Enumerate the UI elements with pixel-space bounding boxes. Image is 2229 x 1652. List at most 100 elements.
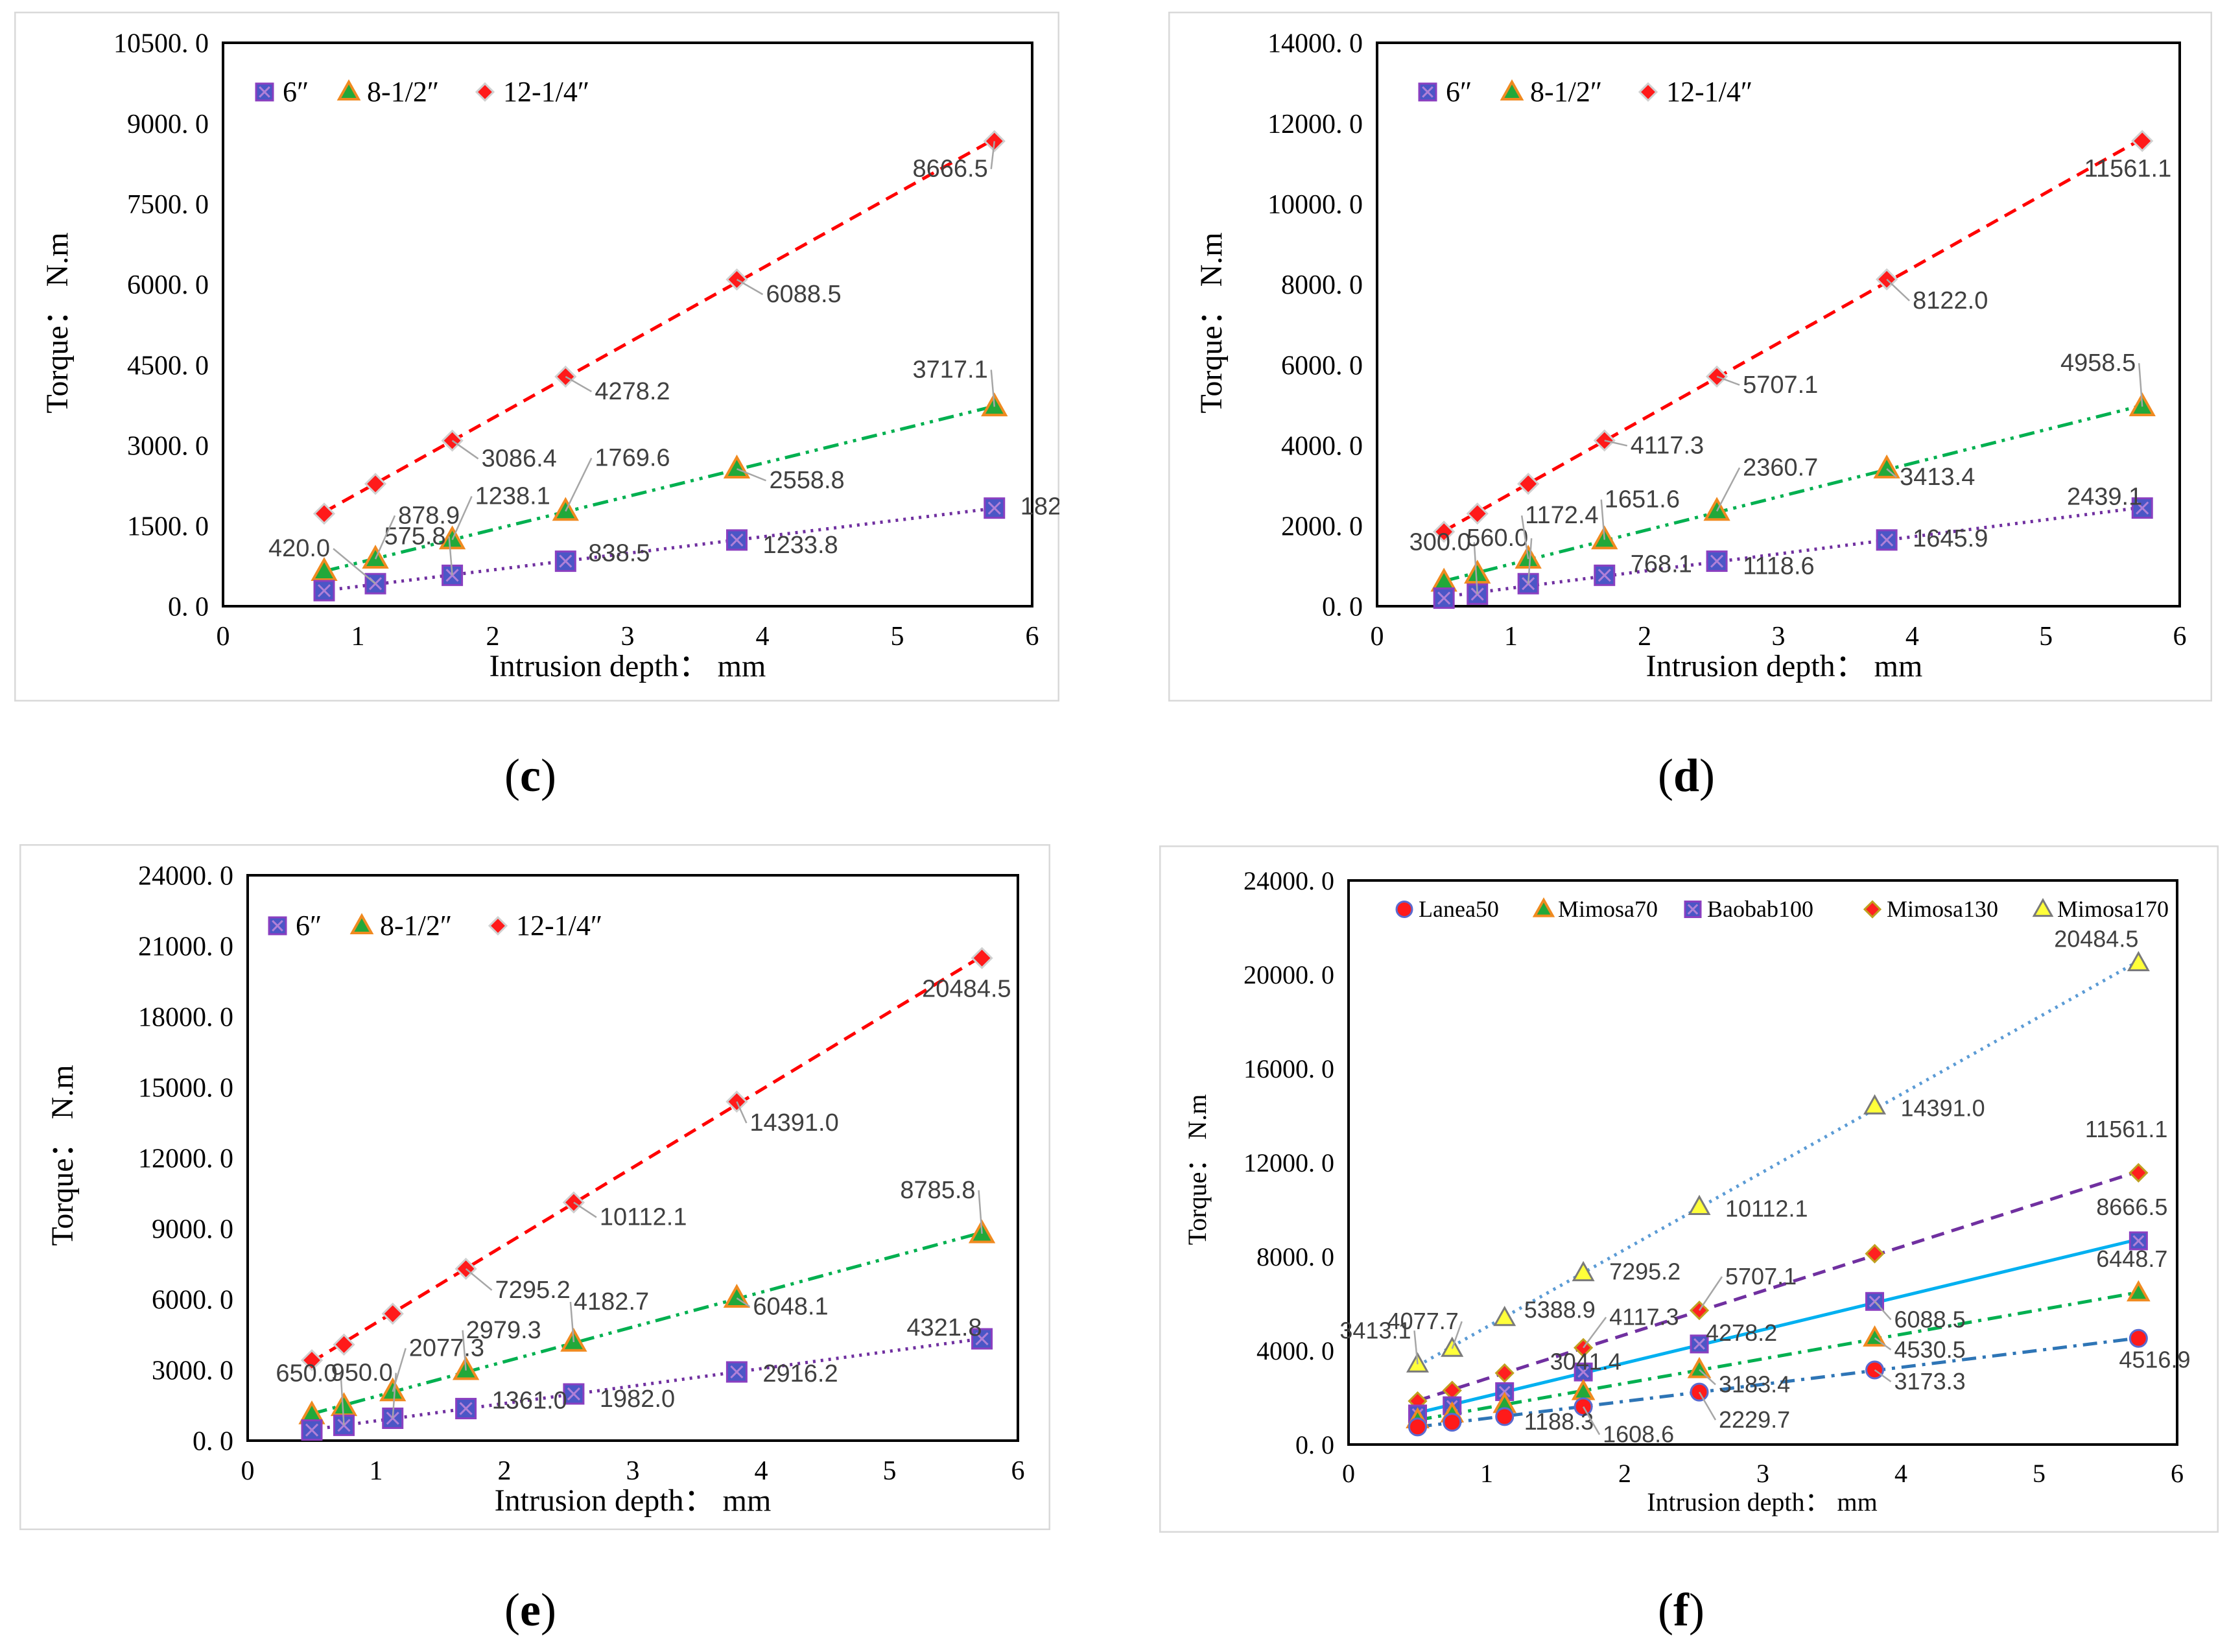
data-label: 3041.4 <box>1550 1349 1622 1375</box>
data-label: 2360.7 <box>1743 454 1818 481</box>
data-label: 3413.1 <box>1339 1317 1411 1343</box>
data-label: 6048.1 <box>753 1293 828 1320</box>
data-point <box>333 1333 355 1356</box>
data-label: 1651.6 <box>1605 486 1680 513</box>
x-tick-label: 3 <box>621 622 635 652</box>
legend-entry: Baobab100 <box>1707 896 1813 922</box>
legend-entry: 6″ <box>296 910 322 941</box>
legend-marker-x <box>1422 86 1433 98</box>
y-tick-label: 3000. 0 <box>127 431 209 461</box>
data-point <box>1443 1413 1462 1432</box>
legend-entry: 12-1/4″ <box>1666 76 1752 108</box>
y-tick-label: 7500. 0 <box>127 190 209 220</box>
data-point <box>364 473 387 495</box>
data-label: 950.0 <box>331 1359 393 1386</box>
leader-line <box>1451 1321 1463 1349</box>
y-tick-label: 9000. 0 <box>152 1215 233 1245</box>
x-tick-label: 3 <box>1772 622 1786 652</box>
leader-line <box>451 496 473 541</box>
data-point-x <box>317 584 331 598</box>
data-label: 6088.5 <box>1894 1306 1966 1332</box>
data-label: 575.8 <box>384 523 446 550</box>
data-label: 1645.9 <box>1913 525 1988 552</box>
data-point <box>1687 1356 1712 1378</box>
data-label: 5707.1 <box>1725 1263 1797 1290</box>
legend-marker-x <box>1687 904 1699 915</box>
data-label: 2077.3 <box>409 1335 484 1362</box>
data-point-x <box>987 501 1001 515</box>
data-point-x <box>2132 1234 2145 1247</box>
legend-marker <box>488 915 508 936</box>
data-label: 8122.0 <box>1913 287 1988 314</box>
caption-c: (c) <box>504 749 556 801</box>
x-tick-label: 1 <box>1480 1459 1493 1488</box>
legend-entry: 6″ <box>283 76 309 108</box>
leader-line <box>1874 1337 1892 1351</box>
data-label: 8785.8 <box>900 1177 975 1204</box>
data-point-x <box>1598 569 1611 582</box>
series-markers <box>300 947 993 1372</box>
x-tick-label: 3 <box>626 1456 640 1486</box>
legend-marker <box>1638 82 1658 102</box>
x-tick-label: 0 <box>217 622 230 652</box>
data-point <box>2131 497 2153 519</box>
data-point <box>723 454 751 478</box>
legend-marker <box>2032 898 2054 917</box>
y-tick-label: 1500. 0 <box>127 512 209 542</box>
data-point <box>313 502 336 525</box>
legend-entry: Mimosa170 <box>2057 896 2169 922</box>
leader-line <box>465 1268 493 1291</box>
series-markers <box>1408 1328 2148 1437</box>
data-label: 1233.8 <box>762 532 838 559</box>
y-tick-label: 12000. 0 <box>138 1144 233 1174</box>
data-label: 650.0 <box>276 1360 337 1387</box>
y-tick-label: 0. 0 <box>1295 1430 1334 1459</box>
data-label: 4278.2 <box>595 378 670 405</box>
y-tick-label: 0. 0 <box>1322 593 1363 622</box>
leader-line <box>1874 1301 1892 1321</box>
y-tick-label: 6000. 0 <box>152 1286 233 1316</box>
y-tick-label: 12000. 0 <box>1244 1148 1334 1177</box>
plot-area <box>246 874 1019 1442</box>
data-point <box>313 580 335 602</box>
data-label: 1982.0 <box>600 1386 675 1413</box>
data-point-x <box>730 1365 744 1379</box>
data-point-x <box>1880 533 1894 547</box>
y-tick-label: 6000. 0 <box>1281 351 1363 381</box>
chart-panel-c: 0 1 2 3 4 5 6 0. 0 1500. 0 3000. 0 4500. 0 6000. 0 7… <box>14 12 1059 702</box>
data-point-x <box>305 1423 319 1437</box>
plot-area <box>1347 879 2178 1446</box>
data-label: 2916.2 <box>762 1360 838 1387</box>
data-label: 1769.6 <box>595 445 670 472</box>
data-label: 4117.3 <box>1609 1304 1679 1330</box>
data-point <box>1865 1360 1885 1380</box>
data-point <box>1493 1305 1516 1327</box>
y-axis-title: Torque： N.m <box>1194 232 1229 413</box>
leader-line <box>1473 542 1478 595</box>
leader-line <box>1698 1276 1723 1311</box>
leader-line <box>565 375 592 393</box>
y-tick-label: 14000. 0 <box>1268 29 1363 59</box>
data-point <box>1517 473 1540 495</box>
data-label: 4117.3 <box>1631 432 1704 459</box>
x-tick-label: 2 <box>1618 1459 1631 1488</box>
legend-entry: Lanea50 <box>1419 896 1499 922</box>
data-label: 10112.1 <box>1725 1195 1808 1221</box>
leader-line <box>737 468 766 482</box>
data-point <box>2129 1328 2148 1348</box>
data-point <box>1494 1363 1515 1383</box>
leader-line <box>448 536 453 576</box>
x-tick-label: 5 <box>891 622 904 652</box>
series-line-Mimosa170 <box>1417 960 2140 1367</box>
data-point-x <box>730 533 744 547</box>
leader-line <box>1413 1330 1419 1365</box>
chart-panel-f: 0 1 2 3 4 5 6 0. 0 4000. 0 8000. 0 12000. 0 16000. … <box>1159 845 2219 1533</box>
data-label: 7295.2 <box>1609 1258 1681 1285</box>
legend-marker <box>1500 79 1524 100</box>
legend-marker-x <box>259 86 270 98</box>
data-point <box>1433 521 1456 543</box>
data-label: 11561.1 <box>2084 155 2172 182</box>
caption-d: (d) <box>1658 749 1716 801</box>
data-label: 878.9 <box>398 502 460 529</box>
data-label: 6448.7 <box>2096 1245 2167 1272</box>
